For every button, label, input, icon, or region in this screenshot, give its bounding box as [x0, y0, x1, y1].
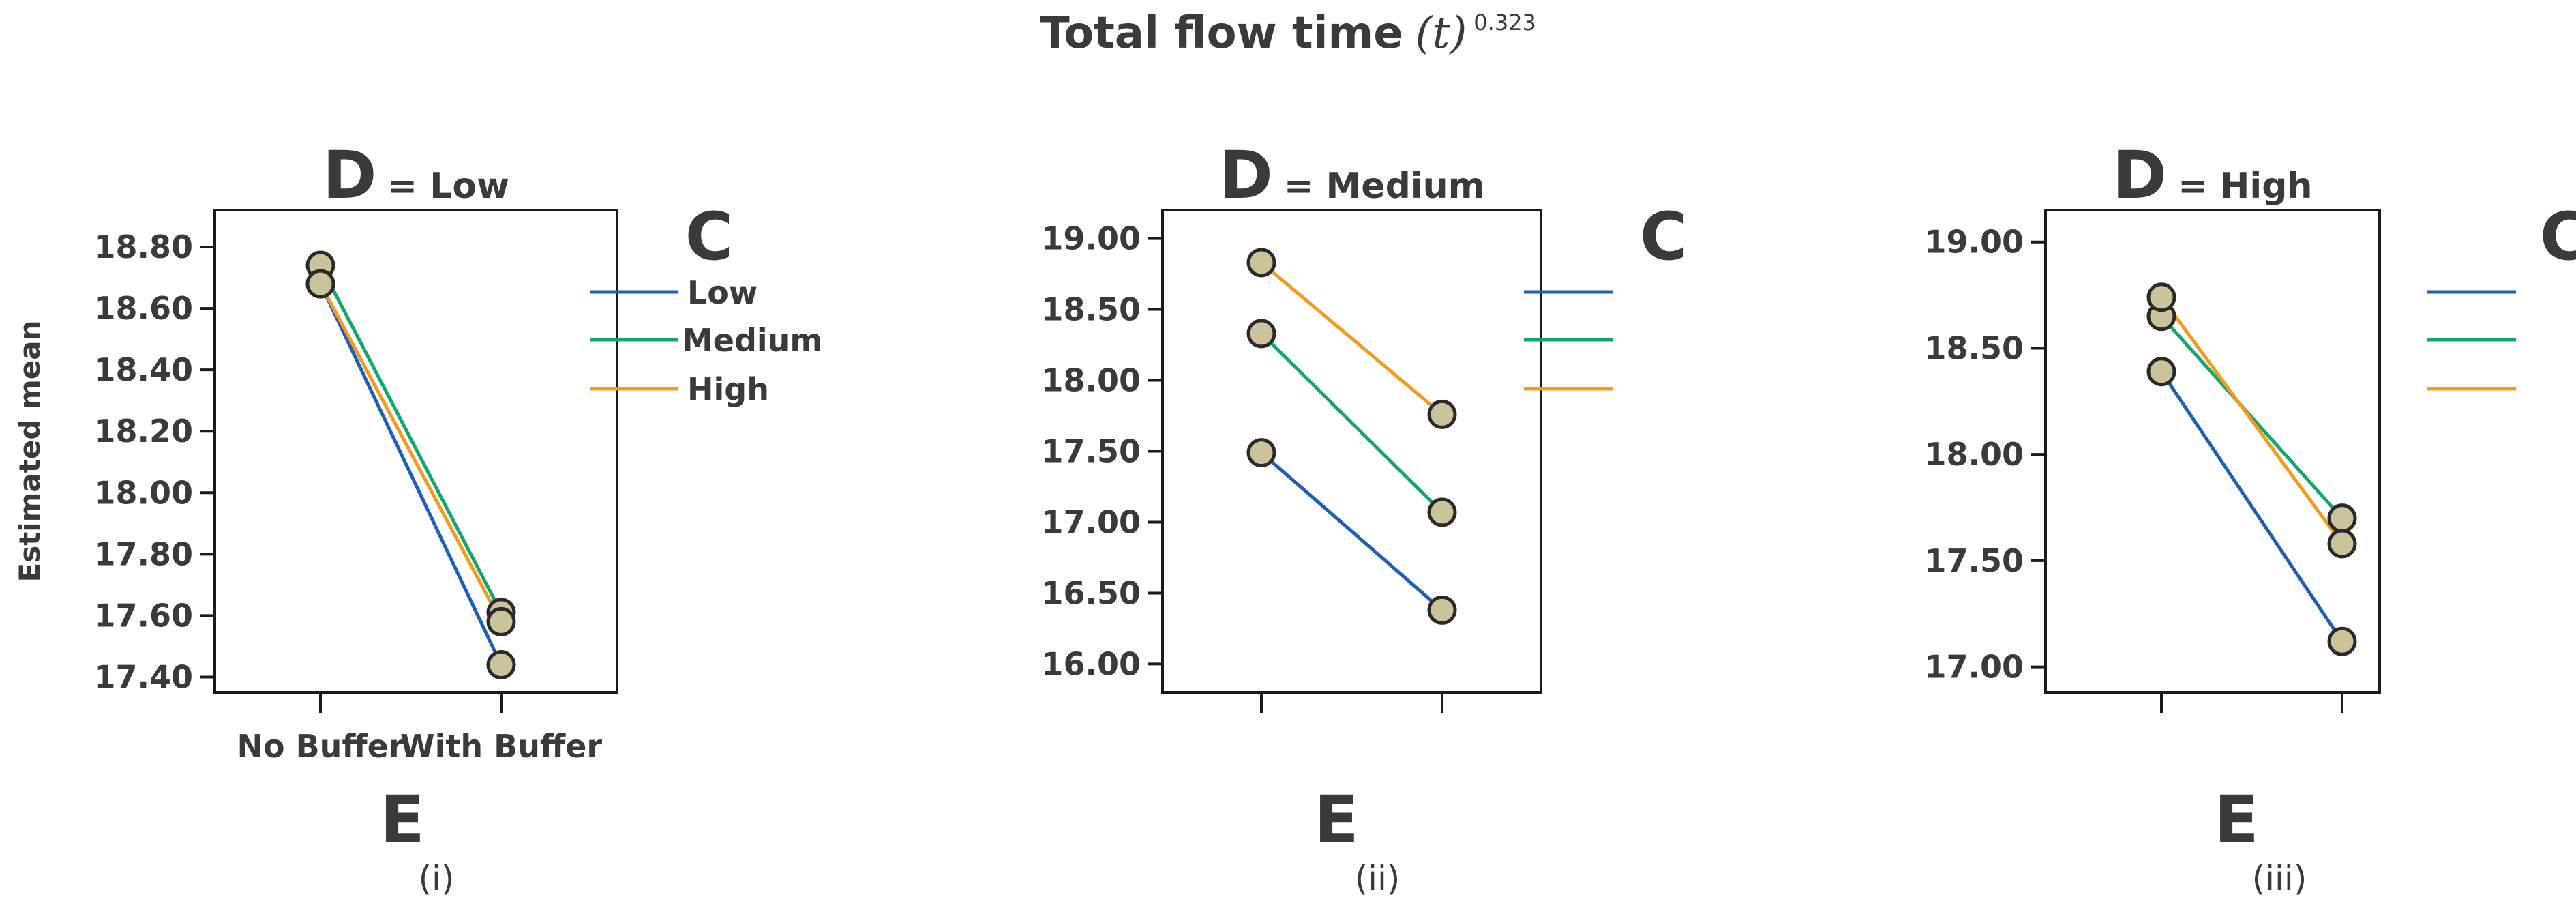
data-point-high	[1427, 399, 1457, 429]
panel-2: D = Medium 16.00 16.50 17.00 17.50 18.00 18.50 1…	[1041, 137, 1688, 898]
data-point-low	[1427, 595, 1457, 625]
y-tick-label: 17.80	[93, 535, 193, 572]
figure-title-exponent: 0.323	[1473, 10, 1536, 35]
panel-title: D = Medium	[1218, 137, 1485, 214]
y-axis-label: Estimated mean	[13, 320, 46, 582]
facet-panels: D = Low 17.40 17.60 17.80 18.00 18.20 18.40 18.6…	[13, 137, 2576, 898]
series-line-medium	[1260, 332, 1443, 514]
y-tick-label: 18.50	[1924, 329, 2024, 366]
y-tick-label: 17.40	[93, 658, 193, 695]
legend-label-high: High	[687, 371, 769, 408]
y-tick-label: 17.50	[1041, 433, 1141, 470]
y-tick-label: 18.00	[93, 474, 193, 511]
series-line-low	[1260, 451, 1443, 612]
x-tick-label: With Buffer	[400, 728, 603, 765]
legend-title: C	[2540, 199, 2576, 275]
panel-sub-label: (ii)	[1355, 859, 1401, 898]
legend-title: C	[685, 199, 733, 275]
data-point-high	[1246, 248, 1276, 278]
data-point-medium	[2327, 503, 2357, 533]
series-line-high	[2159, 296, 2344, 545]
figure-title-variable: (t)	[1416, 8, 1467, 59]
series-line-high	[1260, 261, 1443, 416]
panel-1: D = Low 17.40 17.60 17.80 18.00 18.20 18.40 18.6…	[13, 137, 822, 898]
panel-sub-label: (i)	[419, 859, 455, 898]
series-line-low	[2159, 370, 2344, 643]
y-tick-label: 16.00	[1041, 645, 1141, 682]
y-tick-label: 17.50	[1924, 542, 2024, 579]
panel-title-factor: D	[2113, 137, 2168, 214]
x-axis-label: E	[2214, 782, 2259, 858]
y-tick-label: 18.00	[1924, 436, 2024, 473]
y-tick-label: 17.00	[1041, 503, 1141, 540]
x-axis-label: E	[1314, 782, 1359, 858]
panel-sub-label: (iii)	[2252, 859, 2307, 898]
legend-label-medium: Medium	[682, 322, 822, 359]
data-point-medium	[1246, 319, 1276, 349]
data-point-low	[1246, 438, 1276, 468]
legend-title: C	[1640, 199, 1688, 275]
plot-frame	[1161, 209, 1542, 694]
y-tick-label: 17.00	[1924, 649, 2024, 686]
panel-title-level: = Medium	[1284, 166, 1485, 207]
plot-frame	[2044, 209, 2381, 694]
panel-title-level: = High	[2178, 166, 2312, 207]
data-point-low	[2327, 626, 2357, 656]
y-tick-label: 17.60	[93, 597, 193, 634]
panel-title: D = High	[2113, 137, 2313, 214]
x-axis-label: E	[380, 782, 425, 858]
plot-frame	[213, 209, 618, 694]
y-tick-label: 19.00	[1924, 224, 2024, 261]
panel-title-level: = Low	[388, 166, 510, 207]
figure-title: Total flow time (t) 0.323	[1040, 8, 1536, 59]
data-point-high	[486, 606, 516, 636]
y-tick-label: 18.50	[1041, 291, 1141, 328]
legend-label-low: Low	[687, 274, 758, 311]
panel-title: D = Low	[323, 137, 509, 214]
y-tick-label: 18.80	[93, 229, 193, 265]
data-point-high	[2146, 282, 2176, 312]
figure-title-main: Total flow time	[1040, 8, 1403, 59]
y-tick-label: 16.50	[1041, 574, 1141, 611]
y-tick-label: 19.00	[1041, 220, 1141, 257]
data-point-low	[2146, 357, 2176, 387]
series-line-high	[318, 282, 503, 623]
y-tick-label: 18.00	[1041, 362, 1141, 399]
panel-title-factor: D	[323, 137, 377, 214]
data-point-high	[305, 269, 335, 299]
panel-title-factor: D	[1218, 137, 1273, 214]
x-tick-label: No Buffer	[237, 728, 404, 765]
y-tick-label: 18.20	[93, 413, 193, 450]
y-tick-label: 18.40	[93, 351, 193, 388]
y-tick-label: 18.60	[93, 290, 193, 327]
data-point-high	[2327, 529, 2357, 559]
series-line-medium	[2160, 315, 2343, 520]
data-point-medium	[1427, 497, 1457, 527]
panel-3: D = High 17.00 17.50 18.00 18.50 19.00 E(iii) C	[1924, 137, 2576, 898]
series-line-low	[318, 283, 503, 666]
data-point-low	[486, 649, 516, 679]
series-line-medium	[318, 264, 503, 614]
